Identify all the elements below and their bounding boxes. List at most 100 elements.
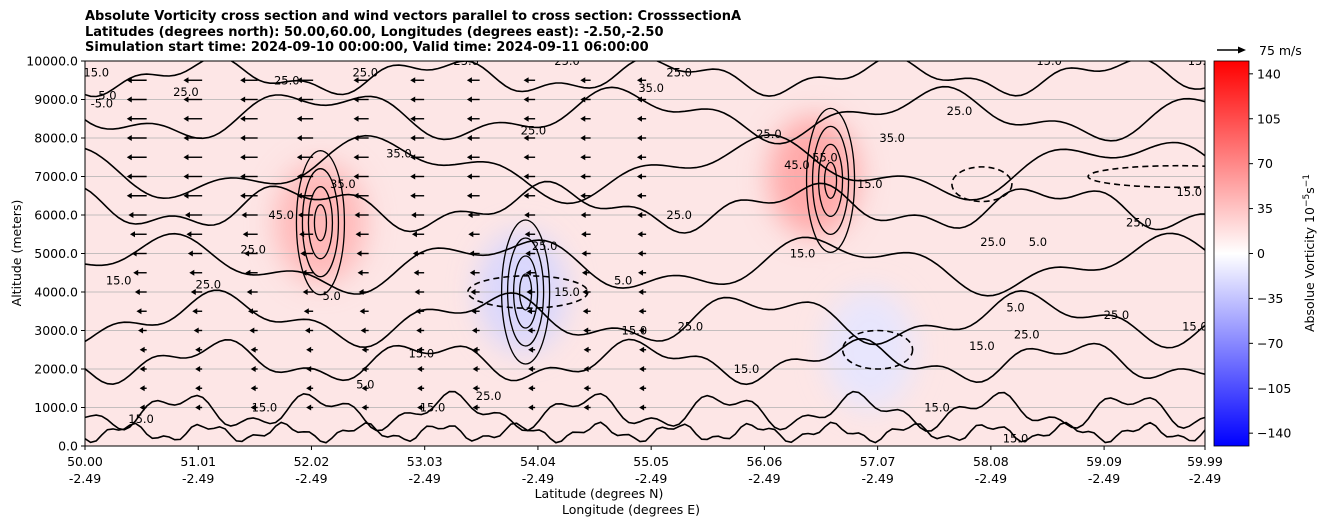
contour-label: 25.0 [1104,308,1130,322]
contour-label: 35.0 [330,177,356,191]
wind-vector-head [296,77,302,84]
wind-vector-head [126,77,132,84]
x-tick-label-lat: 54.04 [520,454,556,469]
wind-vector-head [410,192,416,199]
wind-vector-head [250,346,256,353]
wind-vector-head [528,404,534,411]
wind-vector-head [472,366,478,372]
wind-vector-head [361,346,367,353]
contour-line-negative [841,329,914,370]
y-tick-label: 5000.0 [34,246,78,261]
wind-vector-head [583,327,589,334]
contour-label: 15.0 [622,324,648,338]
y-tick-label: 9000.0 [34,92,78,107]
quiver-key-arrowhead [1238,46,1246,54]
wind-vector-head [189,269,195,276]
title-line-2: Latitudes (degrees north): 50.00,60.00, … [85,24,664,40]
y-tick-label: 8000.0 [34,131,78,146]
wind-vector [526,308,536,315]
wind-vector [581,250,591,257]
wind-vector-head [130,231,136,238]
wind-vector-head [636,115,642,122]
wind-vector-head [128,212,134,218]
wind-vector [410,77,425,84]
wind-vector [296,154,314,161]
wind-vector-head [638,308,644,315]
colorbar-label-exp: −5 [1302,194,1312,207]
colorbar-label-unit: s [1302,187,1317,194]
wind-vector [527,327,536,334]
wind-vector-head [296,173,302,180]
wind-vector-head [240,96,246,103]
wind-vector-head [583,366,589,372]
x-tick-label-lon: -2.49 [69,471,101,486]
wind-vector [523,154,536,161]
wind-vector [528,404,536,411]
vorticity-feature [824,289,915,410]
wind-vector [183,77,203,84]
wind-vector-head [524,212,530,218]
wind-vector-head [240,173,246,180]
x-tick-label-lat: 55.05 [633,454,669,469]
contour-label: 25.0 [173,85,199,99]
wind-vector [183,96,203,103]
x-tick-label-lat: 56.06 [747,454,783,469]
wind-vector-head [354,212,360,218]
wind-vector [138,327,147,334]
contour-line [512,255,539,329]
wind-vector [241,212,258,218]
contour-label: 5.0 [356,377,374,391]
wind-vector [353,115,369,122]
x-tick-label-lat: 57.07 [860,454,896,469]
wind-vector-head [186,231,192,238]
wind-vector [466,135,480,141]
x-tick-label-lat: 59.99 [1187,454,1223,469]
wind-vector-head [304,327,310,334]
wind-vector-head [353,173,359,180]
quiver-key-label: 75 m/s [1259,43,1302,58]
contour-label: 15.0 [857,177,883,191]
wind-vector-head [528,366,534,372]
y-tick-label: 7000.0 [34,169,78,184]
contour-label: 25.0 [240,243,266,257]
colorbar-label-text: Absolue Vorticity 10 [1302,207,1317,332]
wind-vector [249,327,258,334]
x-tick-label-lon: -2.49 [861,471,893,486]
x-tick-label-lon: -2.49 [635,471,667,486]
contour-line [307,186,334,260]
wind-vector-head [583,346,589,353]
wind-vector-head [523,115,529,122]
wind-vector-head [183,154,189,161]
contour-label: 25.0 [1014,327,1040,341]
wind-vector-head [411,212,417,218]
wind-vector [126,154,147,161]
wind-vector [361,346,369,353]
wind-vector [410,96,425,103]
contour-label: 35.0 [879,131,905,145]
wind-vector [416,327,425,334]
wind-vector-head [183,173,189,180]
wind-vector [638,269,647,276]
wind-vector-head [523,77,529,84]
wind-vector [183,135,203,141]
contour-line [85,421,1205,444]
wind-vector-head [306,366,312,372]
wind-vector [134,289,147,295]
wind-vector-head [526,308,532,315]
wind-vector-head [138,327,144,334]
wind-vector-head [246,289,252,295]
wind-vector [353,173,369,180]
wind-vector [523,115,536,122]
wind-vector [638,308,647,315]
wind-vector [466,115,480,122]
wind-vector [412,250,425,257]
wind-vector-head [126,135,132,141]
wind-vector-head [195,346,201,353]
contour-label: 15.0 [1036,54,1062,68]
wind-vector-head [353,115,359,122]
wind-vector [130,231,147,238]
wind-vector-head [353,96,359,103]
wind-vector [296,96,314,103]
wind-vector [638,327,647,334]
wind-vector [131,250,147,257]
